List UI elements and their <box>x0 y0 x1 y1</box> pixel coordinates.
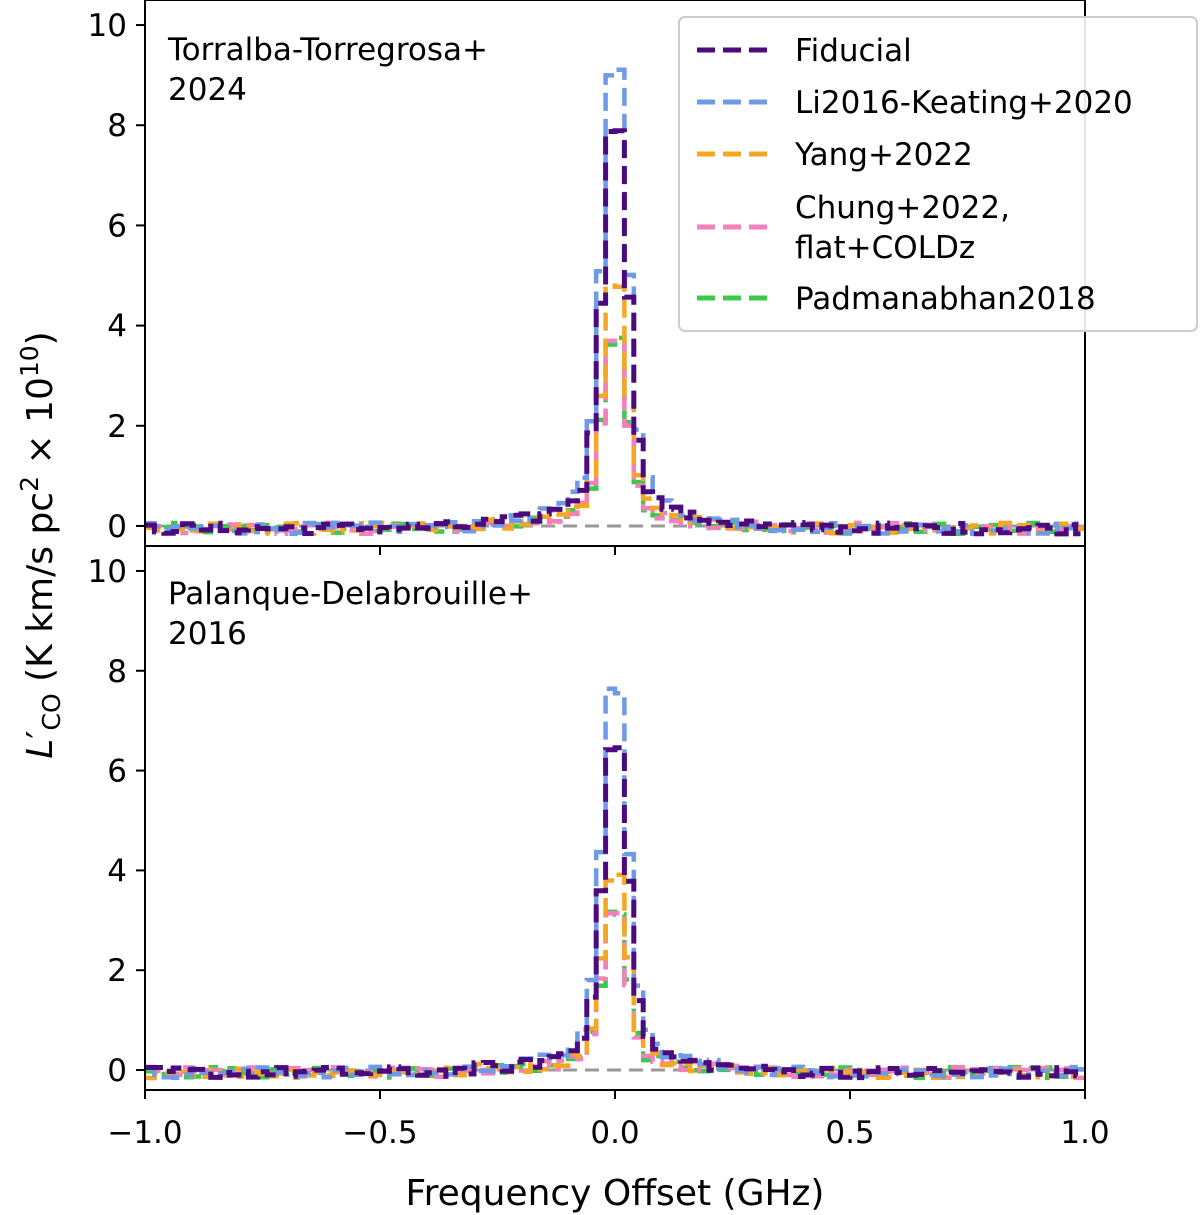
legend-label-chung-2022-flat-coldz-line2: flat+COLDz <box>795 230 975 266</box>
series-yang-2022-bottom <box>145 872 1085 1081</box>
y-tick-label-top-8: 8 <box>107 108 127 144</box>
x-tick-label-−0.5: −0.5 <box>342 1115 417 1151</box>
y-tick-label-bottom-0: 0 <box>107 1053 127 1089</box>
y-tick-label-top-10: 10 <box>88 8 127 44</box>
y-ticks-top: 0 2 4 6 8 10 <box>88 8 145 545</box>
y-axis-label: L′CO (K km/s pc2 × 1010) <box>15 331 66 758</box>
legend-label-fiducial: Fiducial <box>795 33 912 69</box>
legend-label-li2016-keating-2020: Li2016-Keating+2020 <box>795 85 1133 121</box>
y-tick-label-top-4: 4 <box>107 309 127 345</box>
y-tick-label-bottom-6: 6 <box>107 754 127 790</box>
x-tick-label-0.5: 0.5 <box>825 1115 874 1151</box>
series-chung-2022-flat-coldz-bottom <box>145 911 1085 1081</box>
y-tick-label-bottom-4: 4 <box>107 853 127 889</box>
axes-frame-bottom <box>144 545 1086 1091</box>
series-fiducial-bottom <box>145 745 1085 1081</box>
legend-label-yang-2022: Yang+2022 <box>794 137 973 173</box>
y-tick-label-top-0: 0 <box>107 509 127 545</box>
x-tick-label-0.0: 0.0 <box>590 1115 639 1151</box>
annotation-bottom-line1: Palanque-Delabrouille+ <box>168 576 533 612</box>
series-group-top <box>145 67 1085 537</box>
legend-label-padmanabhan2018: Padmanabhan2018 <box>795 281 1096 317</box>
y-tick-label-bottom-8: 8 <box>107 654 127 690</box>
x-tick-label-−1.0: −1.0 <box>107 1115 182 1151</box>
x-ticks: −1.0 −0.5 0.0 0.5 1.0 <box>107 546 1110 1151</box>
legend: Fiducial Li2016-Keating+2020 Yang+2022 Chun… <box>678 16 1198 332</box>
series-padmanabhan2018-bottom <box>145 909 1085 1081</box>
annotation-top-line2: 2024 <box>168 72 247 108</box>
y-tick-label-bottom-2: 2 <box>107 953 127 989</box>
y-tick-label-top-6: 6 <box>107 208 127 244</box>
legend-label-chung-2022-flat-coldz-line1: Chung+2022, <box>795 190 1010 226</box>
series-padmanabhan2018-top <box>145 335 1085 537</box>
series-chung-2022-flat-coldz-top <box>145 338 1085 537</box>
y-tick-label-top-2: 2 <box>107 409 127 445</box>
x-axis-label: Frequency Offset (GHz) <box>406 1173 825 1214</box>
x-tick-label-1.0: 1.0 <box>1060 1115 1109 1151</box>
annotation-top-line1: Torralba-Torregrosa+ <box>167 32 488 68</box>
panel-top: 0 2 4 6 8 10 Torralba-Torregrosa+ 2024 Fiduci… <box>88 0 1198 547</box>
series-group-bottom <box>145 686 1085 1081</box>
legend-box <box>678 16 1198 332</box>
annotation-bottom-line2: 2016 <box>168 616 247 652</box>
y-tick-label-bottom-10: 10 <box>88 554 127 590</box>
y-ticks-bottom: 0 2 4 6 8 10 <box>88 554 145 1089</box>
series-li2016-keating-2020-bottom <box>145 686 1085 1081</box>
series-fiducial-top <box>145 128 1085 537</box>
panel-bottom: 0 2 4 6 8 10 Palanque-Delabrouille+ 2016 <box>88 545 1086 1091</box>
